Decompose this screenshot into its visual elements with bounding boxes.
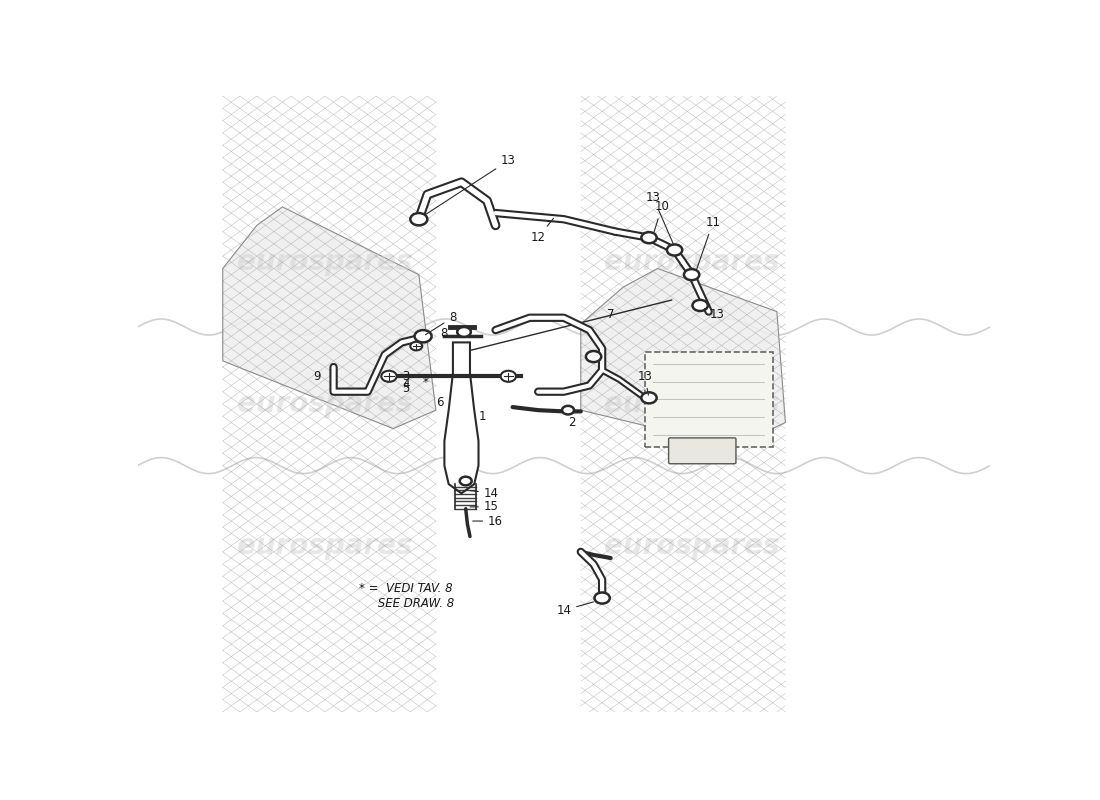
Circle shape bbox=[410, 342, 422, 350]
Text: * =  VEDI TAV. 8: * = VEDI TAV. 8 bbox=[359, 582, 453, 595]
Circle shape bbox=[693, 300, 707, 311]
Text: eurospares: eurospares bbox=[604, 532, 780, 560]
Text: eurospares: eurospares bbox=[238, 248, 412, 276]
Circle shape bbox=[641, 232, 657, 243]
Text: 5: 5 bbox=[403, 382, 409, 395]
Circle shape bbox=[562, 406, 574, 414]
Text: 14: 14 bbox=[557, 602, 594, 617]
Text: 15: 15 bbox=[470, 500, 498, 514]
Text: 13: 13 bbox=[426, 154, 516, 214]
Circle shape bbox=[684, 269, 700, 280]
Circle shape bbox=[594, 593, 609, 603]
Text: eurospares: eurospares bbox=[604, 390, 780, 418]
Text: 10: 10 bbox=[654, 200, 669, 232]
Polygon shape bbox=[222, 207, 436, 429]
Circle shape bbox=[641, 392, 657, 403]
Text: 8: 8 bbox=[426, 311, 456, 334]
Text: 13: 13 bbox=[637, 370, 652, 395]
Text: 11: 11 bbox=[696, 216, 720, 269]
Text: *: * bbox=[422, 376, 429, 389]
Polygon shape bbox=[444, 342, 478, 494]
Text: 13: 13 bbox=[704, 308, 725, 321]
Text: eurospares: eurospares bbox=[238, 390, 412, 418]
Text: 2: 2 bbox=[569, 416, 576, 429]
Text: 14: 14 bbox=[470, 487, 498, 500]
Circle shape bbox=[460, 477, 472, 486]
Circle shape bbox=[667, 245, 682, 255]
Text: 7: 7 bbox=[607, 308, 615, 321]
Text: 3: 3 bbox=[403, 370, 409, 382]
Polygon shape bbox=[581, 269, 785, 447]
Text: 8: 8 bbox=[441, 326, 448, 340]
Circle shape bbox=[382, 370, 397, 382]
Text: 12: 12 bbox=[530, 218, 553, 244]
Text: 1: 1 bbox=[478, 410, 486, 423]
Circle shape bbox=[410, 213, 427, 226]
Circle shape bbox=[500, 370, 516, 382]
Text: eurospares: eurospares bbox=[238, 532, 412, 560]
Text: SEE DRAW. 8: SEE DRAW. 8 bbox=[359, 598, 454, 610]
Circle shape bbox=[415, 330, 431, 342]
FancyBboxPatch shape bbox=[645, 352, 772, 447]
Text: 6: 6 bbox=[437, 396, 444, 409]
Text: 16: 16 bbox=[473, 514, 503, 527]
Circle shape bbox=[458, 327, 471, 337]
Text: eurospares: eurospares bbox=[604, 248, 780, 276]
FancyBboxPatch shape bbox=[669, 438, 736, 464]
Circle shape bbox=[586, 351, 602, 362]
Text: 9: 9 bbox=[312, 370, 320, 382]
Text: 13: 13 bbox=[646, 191, 673, 244]
Text: 4: 4 bbox=[403, 378, 410, 390]
